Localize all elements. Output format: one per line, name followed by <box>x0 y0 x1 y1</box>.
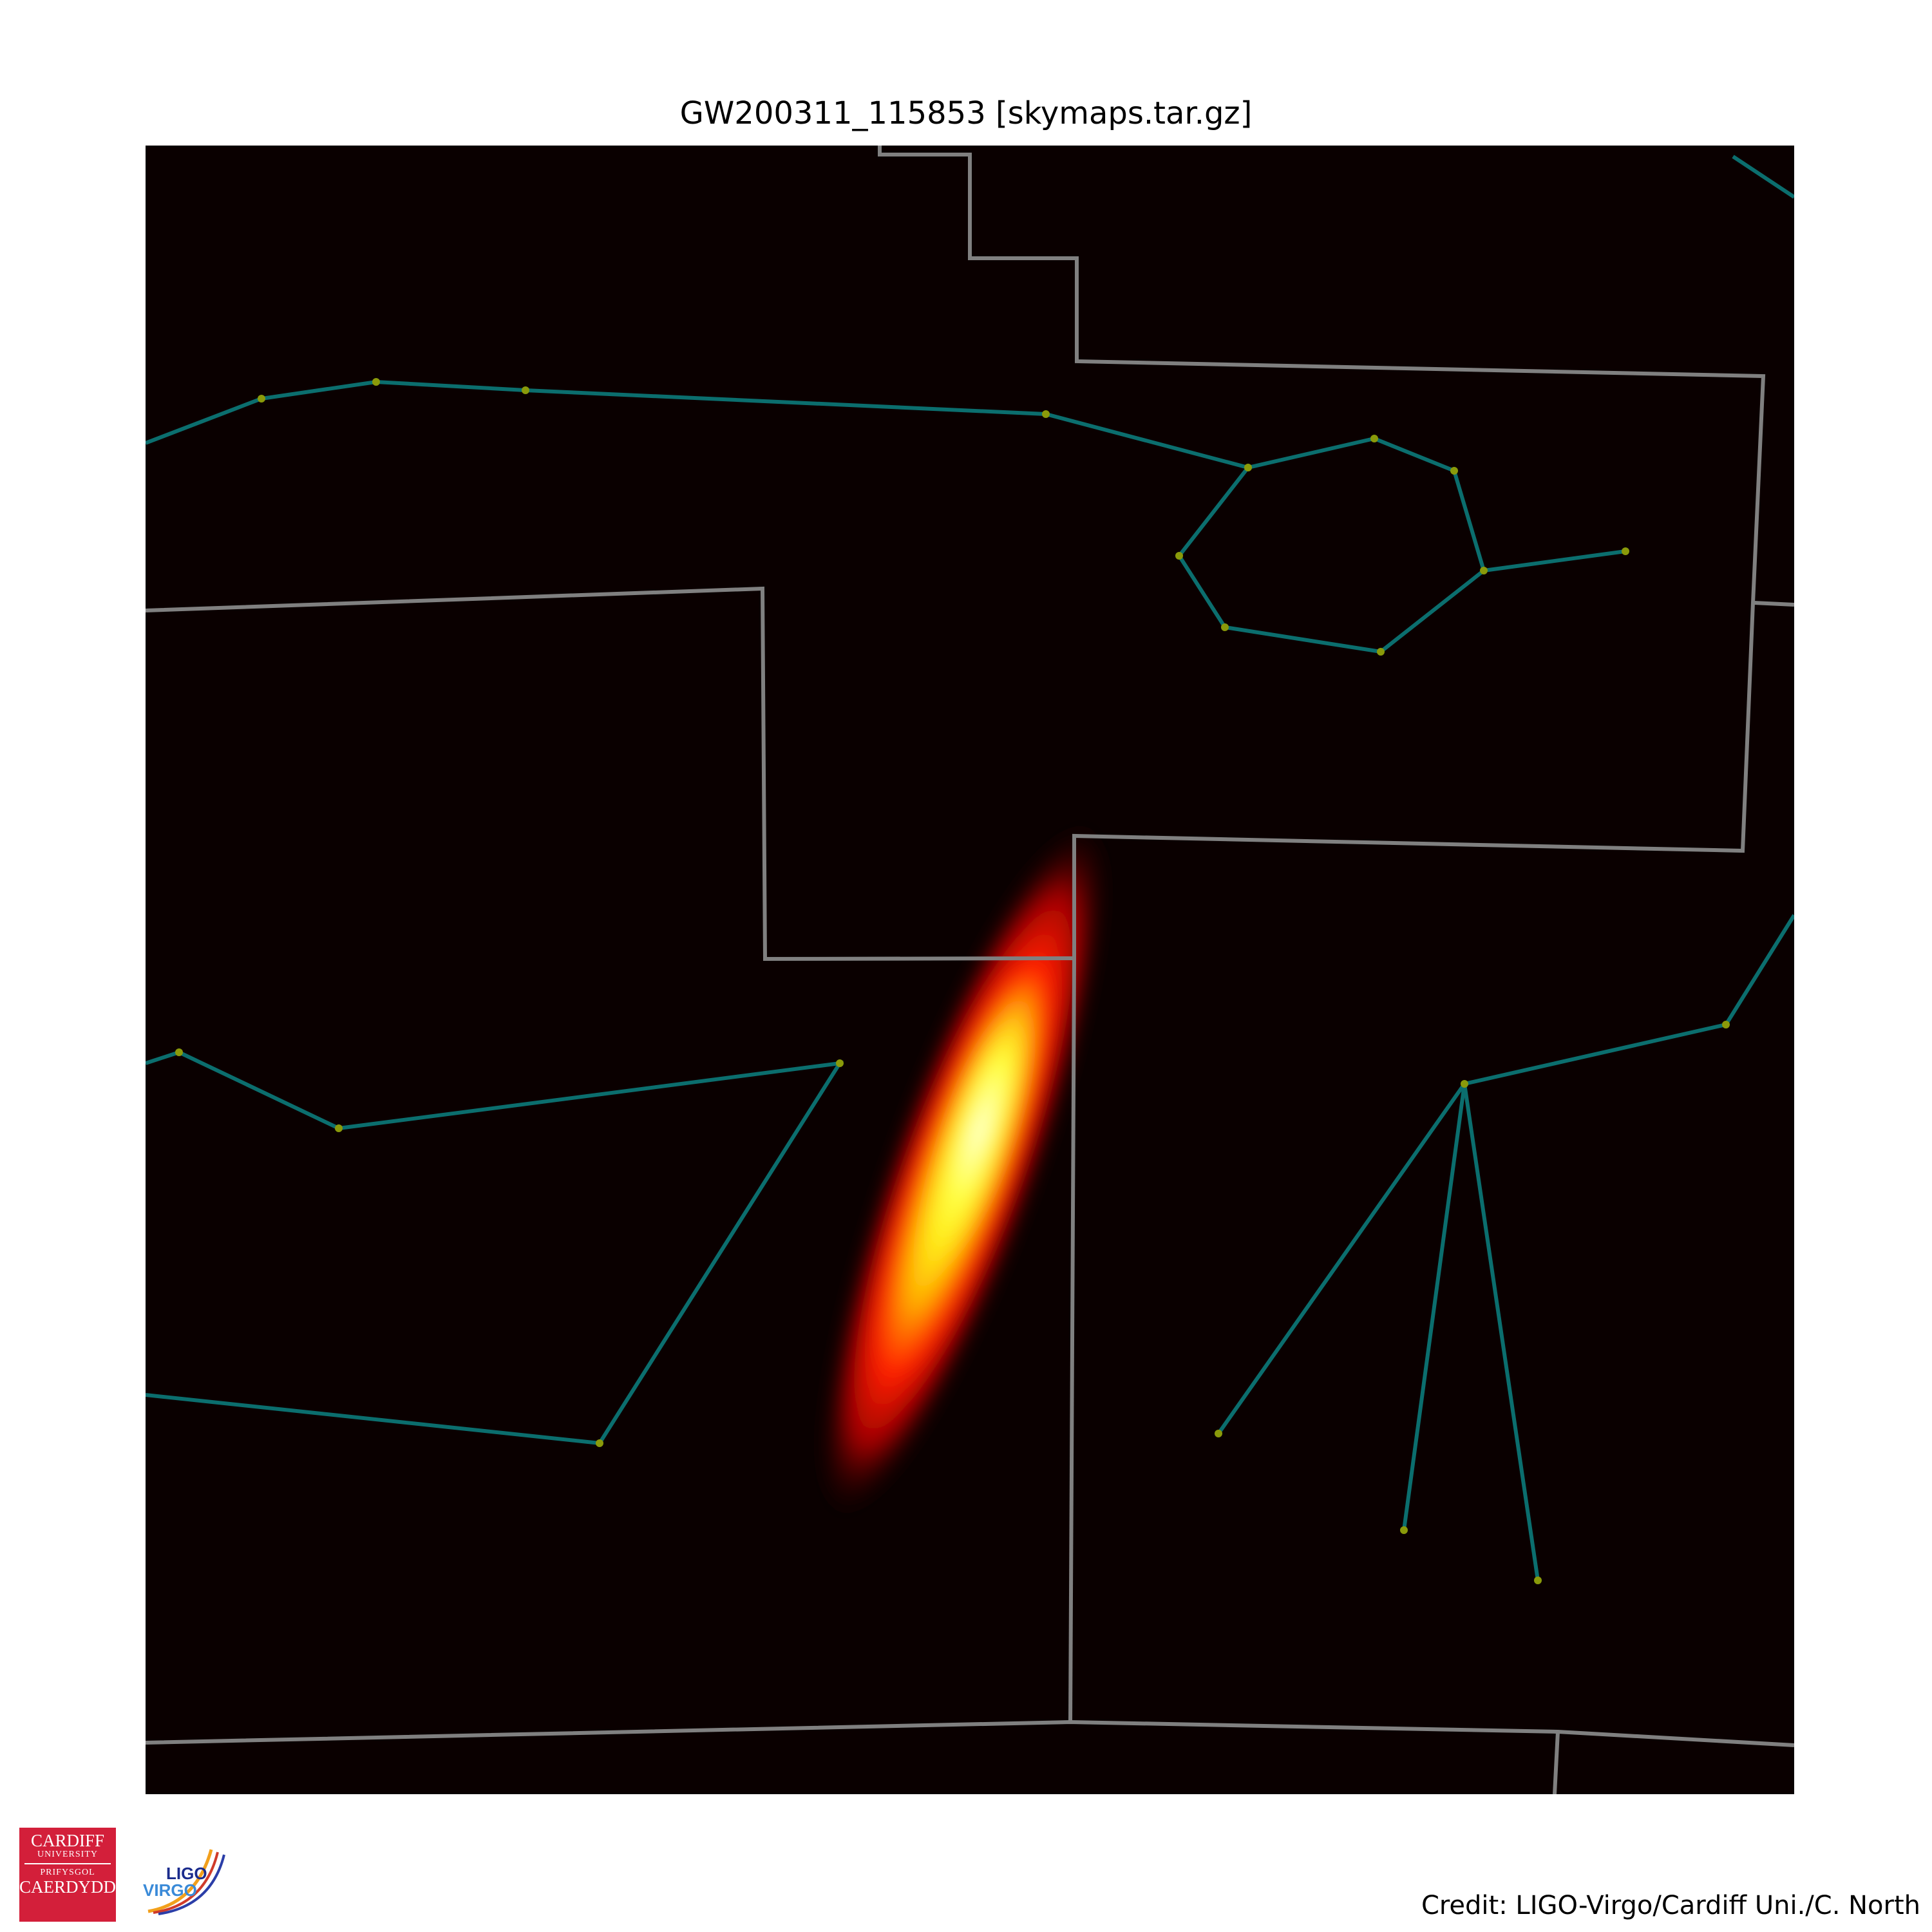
stars <box>175 378 1730 1584</box>
star-marker <box>1622 547 1629 555</box>
constellation-line <box>146 1050 844 1446</box>
star-marker <box>1221 623 1229 631</box>
logo-text: PRIFYSGOL <box>40 1868 95 1877</box>
star-marker <box>1377 648 1385 656</box>
star-marker <box>258 395 265 402</box>
constellation-line <box>1402 1083 1466 1531</box>
star-marker <box>1215 1430 1222 1437</box>
star-marker <box>1480 567 1488 574</box>
constellation-line <box>1463 1083 1540 1581</box>
ligo-text: LIGO <box>166 1864 207 1883</box>
probability-region <box>818 817 1109 1522</box>
cardiff-university-logo: CARDIFF UNIVERSITY PRIFYSGOL CAERDYDD <box>19 1828 116 1922</box>
constellation-line <box>1217 914 1794 1435</box>
star-marker <box>1175 552 1183 560</box>
star-marker <box>372 378 380 386</box>
credit-text: Credit: LIGO-Virgo/Cardiff Uni./C. North <box>1421 1891 1920 1920</box>
star-marker <box>1534 1577 1542 1584</box>
boundary-line <box>146 1719 1794 1747</box>
star-marker <box>175 1048 183 1056</box>
boundary-line <box>878 146 1766 958</box>
star-marker <box>1461 1080 1468 1088</box>
star-marker <box>1042 410 1050 418</box>
logo-text: CAERDYDD <box>19 1877 117 1897</box>
star-marker <box>1450 467 1458 475</box>
star-marker <box>522 386 529 394</box>
constellation-line <box>146 379 1626 573</box>
constellation-boundaries <box>146 146 1794 1794</box>
star-marker <box>1722 1021 1730 1028</box>
boundary-line <box>1553 1731 1560 1794</box>
constellation-line <box>1732 155 1794 199</box>
star-marker <box>1370 435 1378 442</box>
boundary-line <box>146 586 1075 961</box>
boundary-line <box>1754 601 1794 607</box>
logo-text: CARDIFF <box>30 1831 105 1850</box>
star-marker <box>335 1124 343 1132</box>
ligo-virgo-logo: LIGO VIRGO <box>143 1849 225 1915</box>
skymap-plot[interactable] <box>146 146 1794 1794</box>
figure-title: GW200311_115853 [skymaps.tar.gz] <box>679 95 1253 131</box>
star-marker <box>836 1059 844 1067</box>
virgo-text: VIRGO <box>143 1880 197 1900</box>
boundary-line <box>1068 958 1076 1723</box>
star-marker <box>596 1439 603 1447</box>
star-marker <box>1400 1526 1408 1534</box>
star-marker <box>1244 464 1252 471</box>
logo-text: UNIVERSITY <box>37 1850 98 1859</box>
